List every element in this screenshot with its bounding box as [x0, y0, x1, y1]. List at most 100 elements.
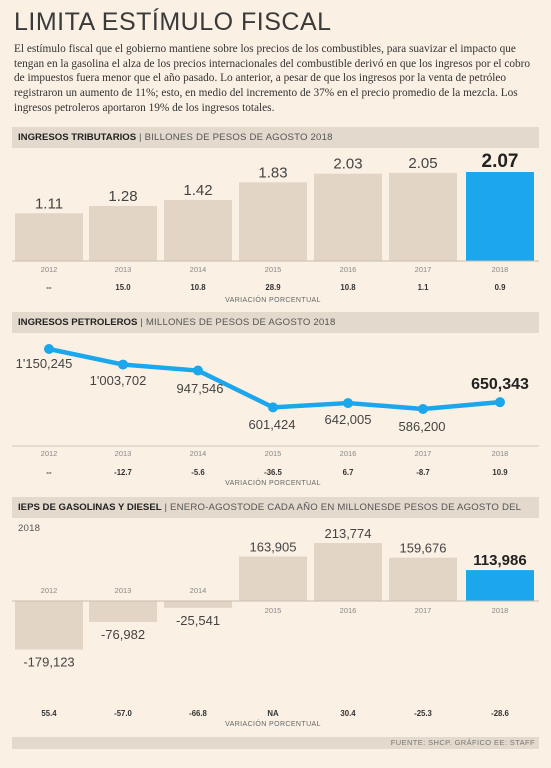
bar — [89, 601, 157, 622]
bar — [239, 182, 307, 261]
year-label: 2017 — [415, 606, 432, 615]
section-separator: | — [137, 317, 146, 328]
bar — [164, 601, 232, 608]
variation-axis-label: VARIACIÓN PORCENTUAL — [225, 478, 321, 485]
variation-value: 15.0 — [115, 283, 131, 292]
data-label: 1'150,245 — [16, 356, 73, 371]
intro-paragraph: El estímulo fiscal que el gobierno manti… — [14, 43, 531, 114]
variation-value: -66.8 — [189, 709, 207, 718]
year-label: 2018 — [492, 265, 509, 274]
year-label: 2018 — [492, 606, 509, 615]
bar — [389, 172, 457, 261]
section-header-petroleros: INGRESOS PETROLEROS | MILLONES DE PESOS … — [12, 312, 539, 333]
bar — [389, 557, 457, 601]
year-label: 2014 — [190, 586, 207, 595]
bar — [466, 570, 534, 601]
variation-value: 10.8 — [190, 283, 206, 292]
bar — [15, 213, 83, 261]
data-label: 1'003,702 — [90, 373, 147, 388]
section-title: INGRESOS PETROLEROS — [18, 317, 138, 328]
data-point — [495, 397, 505, 408]
data-label: 1.28 — [108, 188, 137, 205]
variation-axis-label: VARIACIÓN PORCENTUAL — [225, 295, 321, 304]
variation-value: -8.7 — [416, 468, 429, 477]
data-label: -179,123 — [23, 655, 74, 670]
variation-value: -57.0 — [114, 709, 132, 718]
year-label: 2013 — [115, 449, 132, 458]
data-label: 163,905 — [250, 540, 297, 555]
year-label: 2014 — [190, 265, 207, 274]
data-point — [193, 365, 203, 376]
bar — [466, 172, 534, 261]
variation-value: 0.9 — [495, 283, 507, 292]
bar — [314, 173, 382, 261]
year-label: 2017 — [415, 265, 432, 274]
variation-value: 10.9 — [492, 468, 508, 477]
data-label: 1.83 — [258, 164, 287, 181]
data-label: -25,541 — [176, 613, 220, 628]
data-point — [343, 398, 353, 409]
bar — [15, 601, 83, 650]
year-label: 2017 — [415, 449, 432, 458]
year-label: 2013 — [115, 265, 132, 274]
variation-value: 30.4 — [340, 709, 356, 718]
year-label: 2018 — [492, 449, 509, 458]
year-label: 2012 — [41, 449, 58, 458]
year-label: 2016 — [340, 606, 357, 615]
variation-axis-label: VARIACIÓN PORCENTUAL — [225, 719, 321, 728]
data-label: -76,982 — [101, 627, 145, 642]
data-label: 642,005 — [325, 412, 372, 427]
variation-value: -5.6 — [191, 468, 205, 477]
data-label: 2.05 — [408, 155, 437, 172]
chart-ingresos-tributarios: 1.11 1.28 1.42 1.83 2.03 2.05 2.07 2012 -- 2013 15… — [12, 151, 539, 304]
year-label: 2012 — [41, 265, 58, 274]
section-title: IEPS DE GASOLINAS Y DIESEL — [18, 502, 162, 513]
section-subtitle: ENERO-AGOSTODE CADA AÑO EN MILLONESDE PE… — [18, 502, 521, 534]
data-label: 1.11 — [35, 195, 63, 212]
year-label: 2015 — [265, 265, 282, 274]
data-label: 586,200 — [399, 419, 446, 434]
chart-ingresos-petroleros: 1'150,245 1'003,702 947,546 601,424 642,005 5… — [12, 344, 539, 485]
data-label: 159,676 — [400, 541, 447, 556]
year-label: 2015 — [265, 449, 282, 458]
variation-value: 1.1 — [418, 283, 430, 292]
variation-value: -25.3 — [414, 709, 432, 718]
variation-value: 6.7 — [343, 468, 354, 477]
year-label: 2014 — [190, 449, 207, 458]
variation-value: -28.6 — [491, 709, 509, 718]
section-separator: | — [136, 132, 145, 143]
variation-value: -- — [46, 283, 52, 292]
data-label: 113,986 — [473, 552, 526, 569]
year-label: 2012 — [41, 586, 58, 595]
variation-value: NA — [267, 709, 279, 718]
data-label: 213,774 — [325, 526, 372, 541]
data-point — [418, 404, 428, 414]
year-label: 2016 — [340, 449, 357, 458]
year-label: 2015 — [265, 606, 282, 615]
section-header-ieps: IEPS DE GASOLINAS Y DIESEL | ENERO-AGOST… — [12, 497, 539, 534]
section-title: INGRESOS TRIBUTARIOS — [18, 132, 137, 143]
data-label: 2.07 — [482, 151, 519, 172]
bar — [314, 543, 382, 601]
variation-value: 10.8 — [340, 283, 356, 292]
section-separator: | — [161, 502, 171, 513]
bar — [89, 205, 157, 261]
variation-value: -- — [46, 468, 52, 477]
data-label: 947,546 — [177, 381, 224, 396]
page-title: LIMITA ESTÍMULO FISCAL — [14, 8, 332, 36]
data-point — [44, 344, 54, 354]
year-label: 2016 — [340, 265, 357, 274]
year-label: 2013 — [115, 586, 132, 595]
section-header-tributarios: INGRESOS TRIBUTARIOS | BILLONES DE PESOS… — [12, 127, 539, 148]
section-subtitle: BILLONES DE PESOS DE AGOSTO 2018 — [144, 132, 333, 143]
variation-value: 55.4 — [41, 709, 57, 718]
bar — [164, 199, 232, 261]
variation-value: -36.5 — [264, 468, 282, 477]
source-footer: FUENTE: SHCP. GRÁFICO EE: STAFF — [12, 737, 539, 749]
data-point — [268, 402, 278, 413]
variation-value: 28.9 — [265, 283, 281, 292]
bar — [239, 556, 307, 601]
chart-ieps: -179,123 2012 55.4 -76,982 2013 -57.0 -25,541 2… — [12, 526, 539, 728]
data-label: 1.42 — [183, 182, 212, 199]
data-label: 601,424 — [249, 417, 296, 432]
